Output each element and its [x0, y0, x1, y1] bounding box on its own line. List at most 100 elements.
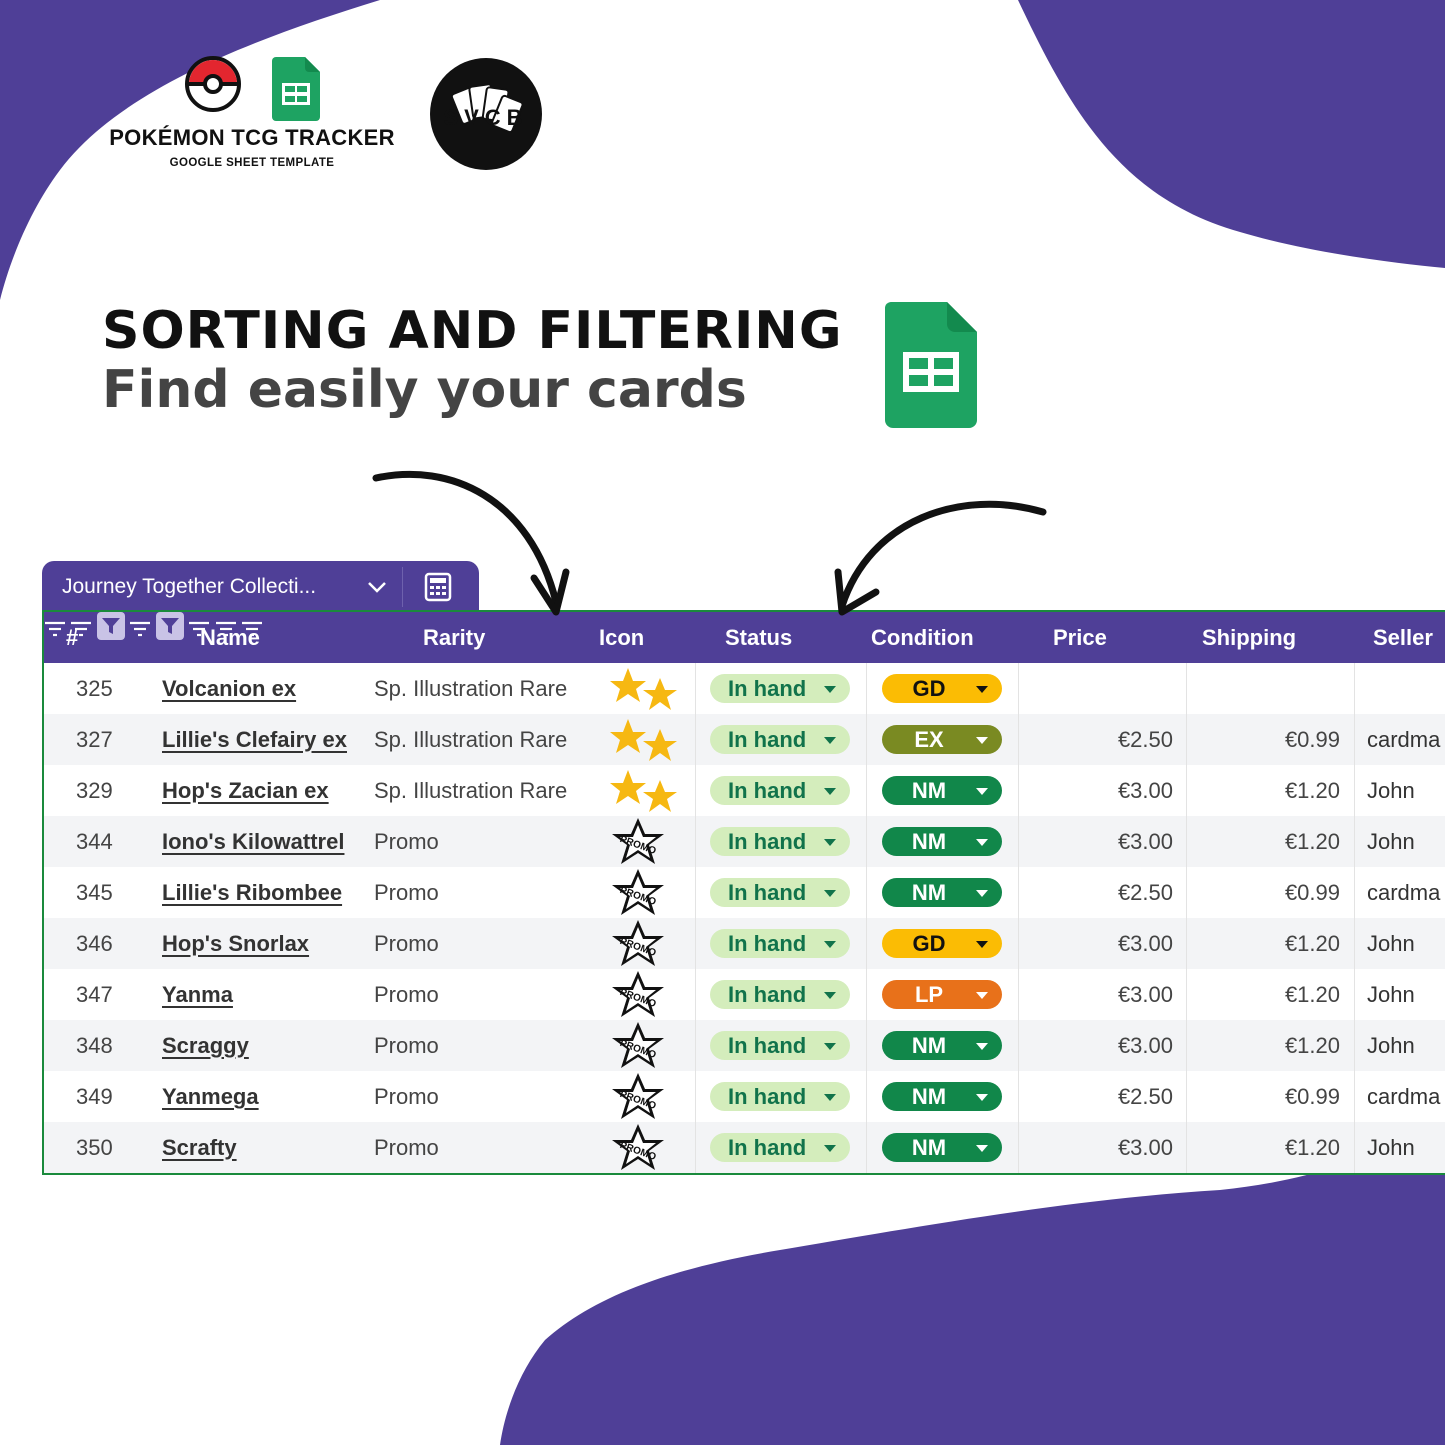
card-rarity: Sp. Illustration Rare: [374, 675, 568, 701]
status-dropdown[interactable]: In hand: [710, 776, 850, 805]
sort-lines-icon[interactable]: [188, 618, 210, 640]
card-name-text[interactable]: Hop's Zacian ex: [162, 777, 329, 803]
col-header-name[interactable]: Name: [200, 624, 260, 650]
condition-dropdown[interactable]: GD: [882, 674, 1002, 703]
card-name-link[interactable]: Hop's Snorlax: [162, 918, 309, 969]
sheet-tab[interactable]: Journey Together Collecti...: [42, 561, 479, 612]
condition-dropdown[interactable]: NM: [882, 827, 1002, 856]
dropdown-arrow-icon: [824, 839, 836, 846]
status-dropdown[interactable]: In hand: [710, 1133, 850, 1162]
card-rarity: Promo: [374, 981, 439, 1007]
sort-lines-icon[interactable]: [241, 618, 263, 640]
condition-dropdown[interactable]: NM: [882, 776, 1002, 805]
card-name-text[interactable]: Scraggy: [162, 1032, 249, 1058]
table-row[interactable]: 345 Lillie's Ribombee Promo PROMO In hand NM €…: [44, 867, 1445, 918]
filter-active-icon[interactable]: [155, 612, 184, 640]
card-name-text[interactable]: Iono's Kilowattrel: [162, 828, 345, 854]
sort-lines-icon[interactable]: [44, 618, 66, 640]
seller-cell: John: [1367, 1032, 1415, 1058]
condition-dropdown[interactable]: NM: [882, 878, 1002, 907]
card-name-link[interactable]: Lillie's Ribombee: [162, 867, 342, 918]
card-name-link[interactable]: Hop's Zacian ex: [162, 765, 329, 816]
status-dropdown[interactable]: In hand: [710, 929, 850, 958]
table-header: # Name Rarity Icon Status Condition Pric…: [44, 612, 1445, 663]
status-dropdown[interactable]: In hand: [710, 878, 850, 907]
table-row[interactable]: 329 Hop's Zacian ex Sp. Illustration Rare I…: [44, 765, 1445, 816]
status-dropdown[interactable]: In hand: [710, 1082, 850, 1111]
calculator-icon[interactable]: [403, 572, 473, 602]
table-row[interactable]: 327 Lillie's Clefairy ex Sp. Illustration …: [44, 714, 1445, 765]
status-dropdown[interactable]: In hand: [710, 980, 850, 1009]
dropdown-arrow-icon: [824, 1094, 836, 1101]
col-header-seller[interactable]: Seller: [1373, 624, 1433, 650]
table-row[interactable]: 348 Scraggy Promo PROMO In hand NM €3.00 €1.20 J…: [44, 1020, 1445, 1071]
condition-dropdown[interactable]: LP: [882, 980, 1002, 1009]
condition-dropdown[interactable]: NM: [882, 1133, 1002, 1162]
condition-label: NM: [911, 879, 947, 905]
filter-active-icon[interactable]: [96, 612, 125, 640]
card-name-text[interactable]: Lillie's Ribombee: [162, 879, 343, 905]
card-name-text[interactable]: Yanmega: [162, 1083, 259, 1109]
card-name-text[interactable]: Scrafty: [162, 1134, 237, 1160]
seller-cell: cardma: [1367, 1083, 1441, 1109]
price-cell: [1019, 663, 1173, 714]
status-label: In hand: [728, 930, 807, 956]
card-name-text[interactable]: Volcanion ex: [162, 675, 297, 701]
seller-cell: John: [1367, 930, 1415, 956]
card-name-link[interactable]: Iono's Kilowattrel: [162, 816, 344, 867]
table-row[interactable]: 346 Hop's Snorlax Promo PROMO In hand GD €3.00…: [44, 918, 1445, 969]
table-row[interactable]: 344 Iono's Kilowattrel Promo PROMO In hand NM…: [44, 816, 1445, 867]
condition-dropdown[interactable]: NM: [882, 1082, 1002, 1111]
card-rarity: Promo: [374, 1032, 439, 1058]
dropdown-arrow-icon: [976, 737, 988, 744]
table-row[interactable]: 350 Scrafty Promo PROMO In hand NM €3.00 €1.20 J…: [44, 1122, 1445, 1173]
card-name-link[interactable]: Scraggy: [162, 1020, 249, 1071]
col-header-number[interactable]: #: [66, 624, 79, 650]
card-name-text[interactable]: Lillie's Clefairy ex: [162, 726, 347, 752]
table-row[interactable]: 325 Volcanion ex Sp. Illustration Rare In h…: [44, 663, 1445, 714]
card-number: 327: [76, 726, 113, 752]
promo-star-icon: PROMO: [608, 1122, 668, 1173]
column-divider: [695, 663, 696, 1173]
sort-lines-icon[interactable]: [70, 618, 92, 640]
col-header-icon[interactable]: Icon: [599, 624, 645, 650]
shipping-cell: €1.20: [1284, 777, 1340, 803]
card-name-link[interactable]: Lillie's Clefairy ex: [162, 714, 347, 765]
sort-lines-icon[interactable]: [129, 618, 151, 640]
sort-lines-icon[interactable]: [215, 618, 237, 640]
card-rarity: Sp. Illustration Rare: [374, 726, 568, 752]
seller-cell: John: [1367, 777, 1415, 803]
card-name-text[interactable]: Hop's Snorlax: [162, 930, 310, 956]
headline: SORTING AND FILTERING Find easily your c…: [102, 300, 843, 418]
table-row[interactable]: 349 Yanmega Promo PROMO In hand NM €2.50 €0.99 c…: [44, 1071, 1445, 1122]
dropdown-arrow-icon: [976, 941, 988, 948]
card-name-link[interactable]: Yanmega: [162, 1071, 259, 1122]
status-dropdown[interactable]: In hand: [710, 1031, 850, 1060]
col-header-rarity[interactable]: Rarity: [423, 624, 486, 650]
card-rarity: Promo: [374, 1134, 439, 1160]
condition-dropdown[interactable]: EX: [882, 725, 1002, 754]
status-dropdown[interactable]: In hand: [710, 725, 850, 754]
status-dropdown[interactable]: In hand: [710, 674, 850, 703]
status-dropdown[interactable]: In hand: [710, 827, 850, 856]
sheet-tab-name[interactable]: Journey Together Collecti...: [62, 574, 317, 598]
status-label: In hand: [728, 726, 807, 752]
condition-dropdown[interactable]: GD: [882, 929, 1002, 958]
card-name-text[interactable]: Yanma: [162, 981, 233, 1007]
column-divider: [1354, 663, 1355, 1173]
dropdown-arrow-icon: [976, 1043, 988, 1050]
seller-cell: cardma: [1367, 879, 1441, 905]
chevron-down-icon[interactable]: [352, 581, 402, 593]
col-header-status[interactable]: Status: [725, 624, 793, 650]
col-header-price[interactable]: Price: [1053, 624, 1107, 650]
card-name-link[interactable]: Volcanion ex: [162, 663, 296, 714]
card-name-link[interactable]: Scrafty: [162, 1122, 237, 1173]
card-number: 344: [76, 828, 113, 854]
status-label: In hand: [728, 1032, 807, 1058]
card-name-link[interactable]: Yanma: [162, 969, 233, 1020]
condition-dropdown[interactable]: NM: [882, 1031, 1002, 1060]
col-header-condition[interactable]: Condition: [871, 624, 974, 650]
col-header-shipping[interactable]: Shipping: [1202, 624, 1297, 650]
table-row[interactable]: 347 Yanma Promo PROMO In hand LP €3.00 €1.20 Joh…: [44, 969, 1445, 1020]
dropdown-arrow-icon: [824, 941, 836, 948]
